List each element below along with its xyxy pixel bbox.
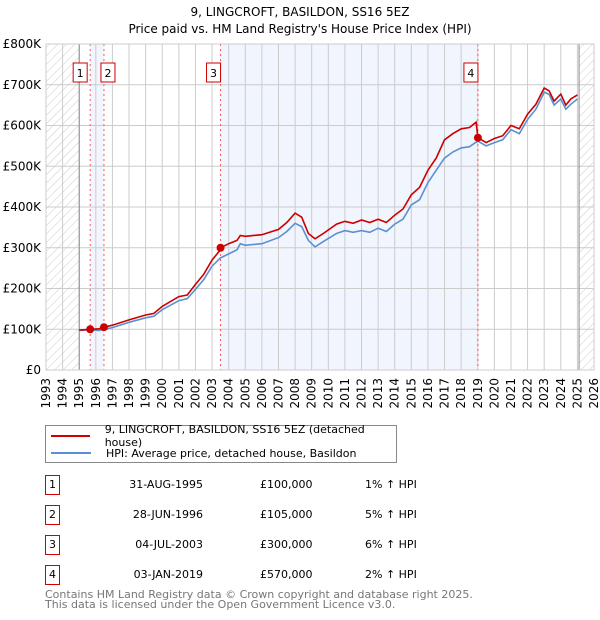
x-tick-label: 2024 xyxy=(554,378,568,409)
x-tick-label: 1997 xyxy=(105,378,119,409)
legend-label: 9, LINGCROFT, BASILDON, SS16 5EZ (detach… xyxy=(104,423,365,449)
sale-number: 3 xyxy=(45,535,60,555)
footer-line-2: This data is licensed under the Open Gov… xyxy=(45,598,396,611)
sale-date: 03-JAN-2019 xyxy=(133,568,203,581)
legend-item-property: 9, LINGCROFT, BASILDON, SS16 5EZ (detach… xyxy=(46,423,396,449)
legend-label: HPI: Average price, detached house, Basi… xyxy=(106,446,357,460)
sale-number: 1 xyxy=(45,475,60,495)
y-tick-label: £100K xyxy=(3,322,43,336)
sale-label-box xyxy=(100,62,116,83)
legend-swatch-blue xyxy=(51,452,91,454)
x-tick-label: 1996 xyxy=(89,378,103,409)
sale-price: £100,000 xyxy=(260,478,313,491)
sale-point xyxy=(473,133,482,142)
sale-number: 2 xyxy=(45,505,60,525)
y-tick-label: £700K xyxy=(3,78,43,92)
x-tick-label: 2008 xyxy=(288,378,302,409)
y-tick-label: £800K xyxy=(3,37,43,51)
y-tick-label: £200K xyxy=(3,282,43,296)
x-tick-label: 2009 xyxy=(305,378,319,409)
plot-border xyxy=(45,43,595,371)
legend: 9, LINGCROFT, BASILDON, SS16 5EZ (detach… xyxy=(45,423,397,463)
sale-date: 28-JUN-1996 xyxy=(132,508,203,521)
sale-date: 04-JUL-2003 xyxy=(135,538,203,551)
x-tick-label: 2022 xyxy=(521,378,535,409)
x-tick-label: 2021 xyxy=(504,378,518,409)
sale-row: 1 31-AUG-1995 £100,000 1% ↑ HPI xyxy=(45,475,465,495)
x-tick-label: 2019 xyxy=(471,378,485,409)
x-tick-label: 1994 xyxy=(56,378,70,409)
x-tick-label: 2004 xyxy=(222,378,236,409)
x-tick-label: 2007 xyxy=(271,378,285,409)
x-tick-label: 1998 xyxy=(122,378,136,409)
x-tick-label: 2006 xyxy=(255,378,269,409)
footer: Contains HM Land Registry data © Crown c… xyxy=(45,588,473,611)
legend-item-hpi: HPI: Average price, detached house, Basi… xyxy=(46,445,356,461)
x-tick-label: 1995 xyxy=(72,378,86,409)
y-tick-label: £400K xyxy=(3,200,43,214)
chart-subtitle: Price paid vs. HM Land Registry's House … xyxy=(128,22,471,36)
hpi-line xyxy=(79,91,578,332)
x-tick-label: 2005 xyxy=(238,378,252,409)
property-price-line xyxy=(79,86,578,331)
footer-line-1: Contains HM Land Registry data © Crown c… xyxy=(45,588,473,601)
x-tick-label: 2026 xyxy=(587,378,600,409)
x-tick-label: 1993 xyxy=(39,378,53,409)
x-tick-label: 2023 xyxy=(537,378,551,409)
x-tick-label: 2014 xyxy=(388,378,402,409)
legend-swatch-red xyxy=(51,435,90,437)
sale-label: 4 xyxy=(467,67,474,80)
sale-label-box xyxy=(72,62,88,83)
sale-point xyxy=(99,323,108,332)
x-tick-label: 2003 xyxy=(205,378,219,409)
sale-row: 2 28-JUN-1996 £105,000 5% ↑ HPI xyxy=(45,505,465,525)
sale-hpi-diff: 1% ↑ HPI xyxy=(365,478,417,491)
x-tick-label: 2012 xyxy=(355,378,369,409)
x-tick-label: 2001 xyxy=(172,378,186,409)
sale-row: 3 04-JUL-2003 £300,000 6% ↑ HPI xyxy=(45,535,465,555)
x-tick-label: 2018 xyxy=(454,378,468,409)
sale-point xyxy=(86,325,95,334)
sale-price: £105,000 xyxy=(260,508,313,521)
sale-hpi-diff: 5% ↑ HPI xyxy=(365,508,417,521)
sale-number: 4 xyxy=(45,565,60,585)
sale-date: 31-AUG-1995 xyxy=(129,478,203,491)
x-tick-label: 2002 xyxy=(188,378,202,409)
y-tick-label: £300K xyxy=(3,241,43,255)
x-tick-label: 2017 xyxy=(438,378,452,409)
sale-price: £570,000 xyxy=(260,568,313,581)
sale-label-box xyxy=(463,62,479,83)
x-tick-label: 2010 xyxy=(321,378,335,409)
price-chart: 9, LINGCROFT, BASILDON, SS16 5EZ Price p… xyxy=(3,5,600,409)
x-tick-label: 2016 xyxy=(421,378,435,409)
sale-label-box xyxy=(206,62,222,83)
y-tick-label: £0 xyxy=(26,363,41,377)
sale-hpi-diff: 2% ↑ HPI xyxy=(365,568,417,581)
y-tick-label: £600K xyxy=(3,119,43,133)
x-tick-label: 2015 xyxy=(404,378,418,409)
y-tick-label: £500K xyxy=(3,159,43,173)
sale-price: £300,000 xyxy=(260,538,313,551)
x-tick-label: 2013 xyxy=(371,378,385,409)
x-tick-label: 2020 xyxy=(487,378,501,409)
sale-point xyxy=(216,243,225,252)
sale-label: 2 xyxy=(104,67,111,80)
sale-label: 3 xyxy=(210,67,217,80)
x-tick-label: 2000 xyxy=(155,378,169,409)
x-tick-label: 2011 xyxy=(338,378,352,409)
x-tick-label: 2025 xyxy=(570,378,584,409)
sale-label: 1 xyxy=(77,67,84,80)
sale-row: 4 03-JAN-2019 £570,000 2% ↑ HPI xyxy=(45,565,465,585)
sale-hpi-diff: 6% ↑ HPI xyxy=(365,538,417,551)
x-tick-label: 1999 xyxy=(139,378,153,409)
chart-title: 9, LINGCROFT, BASILDON, SS16 5EZ xyxy=(191,5,410,19)
